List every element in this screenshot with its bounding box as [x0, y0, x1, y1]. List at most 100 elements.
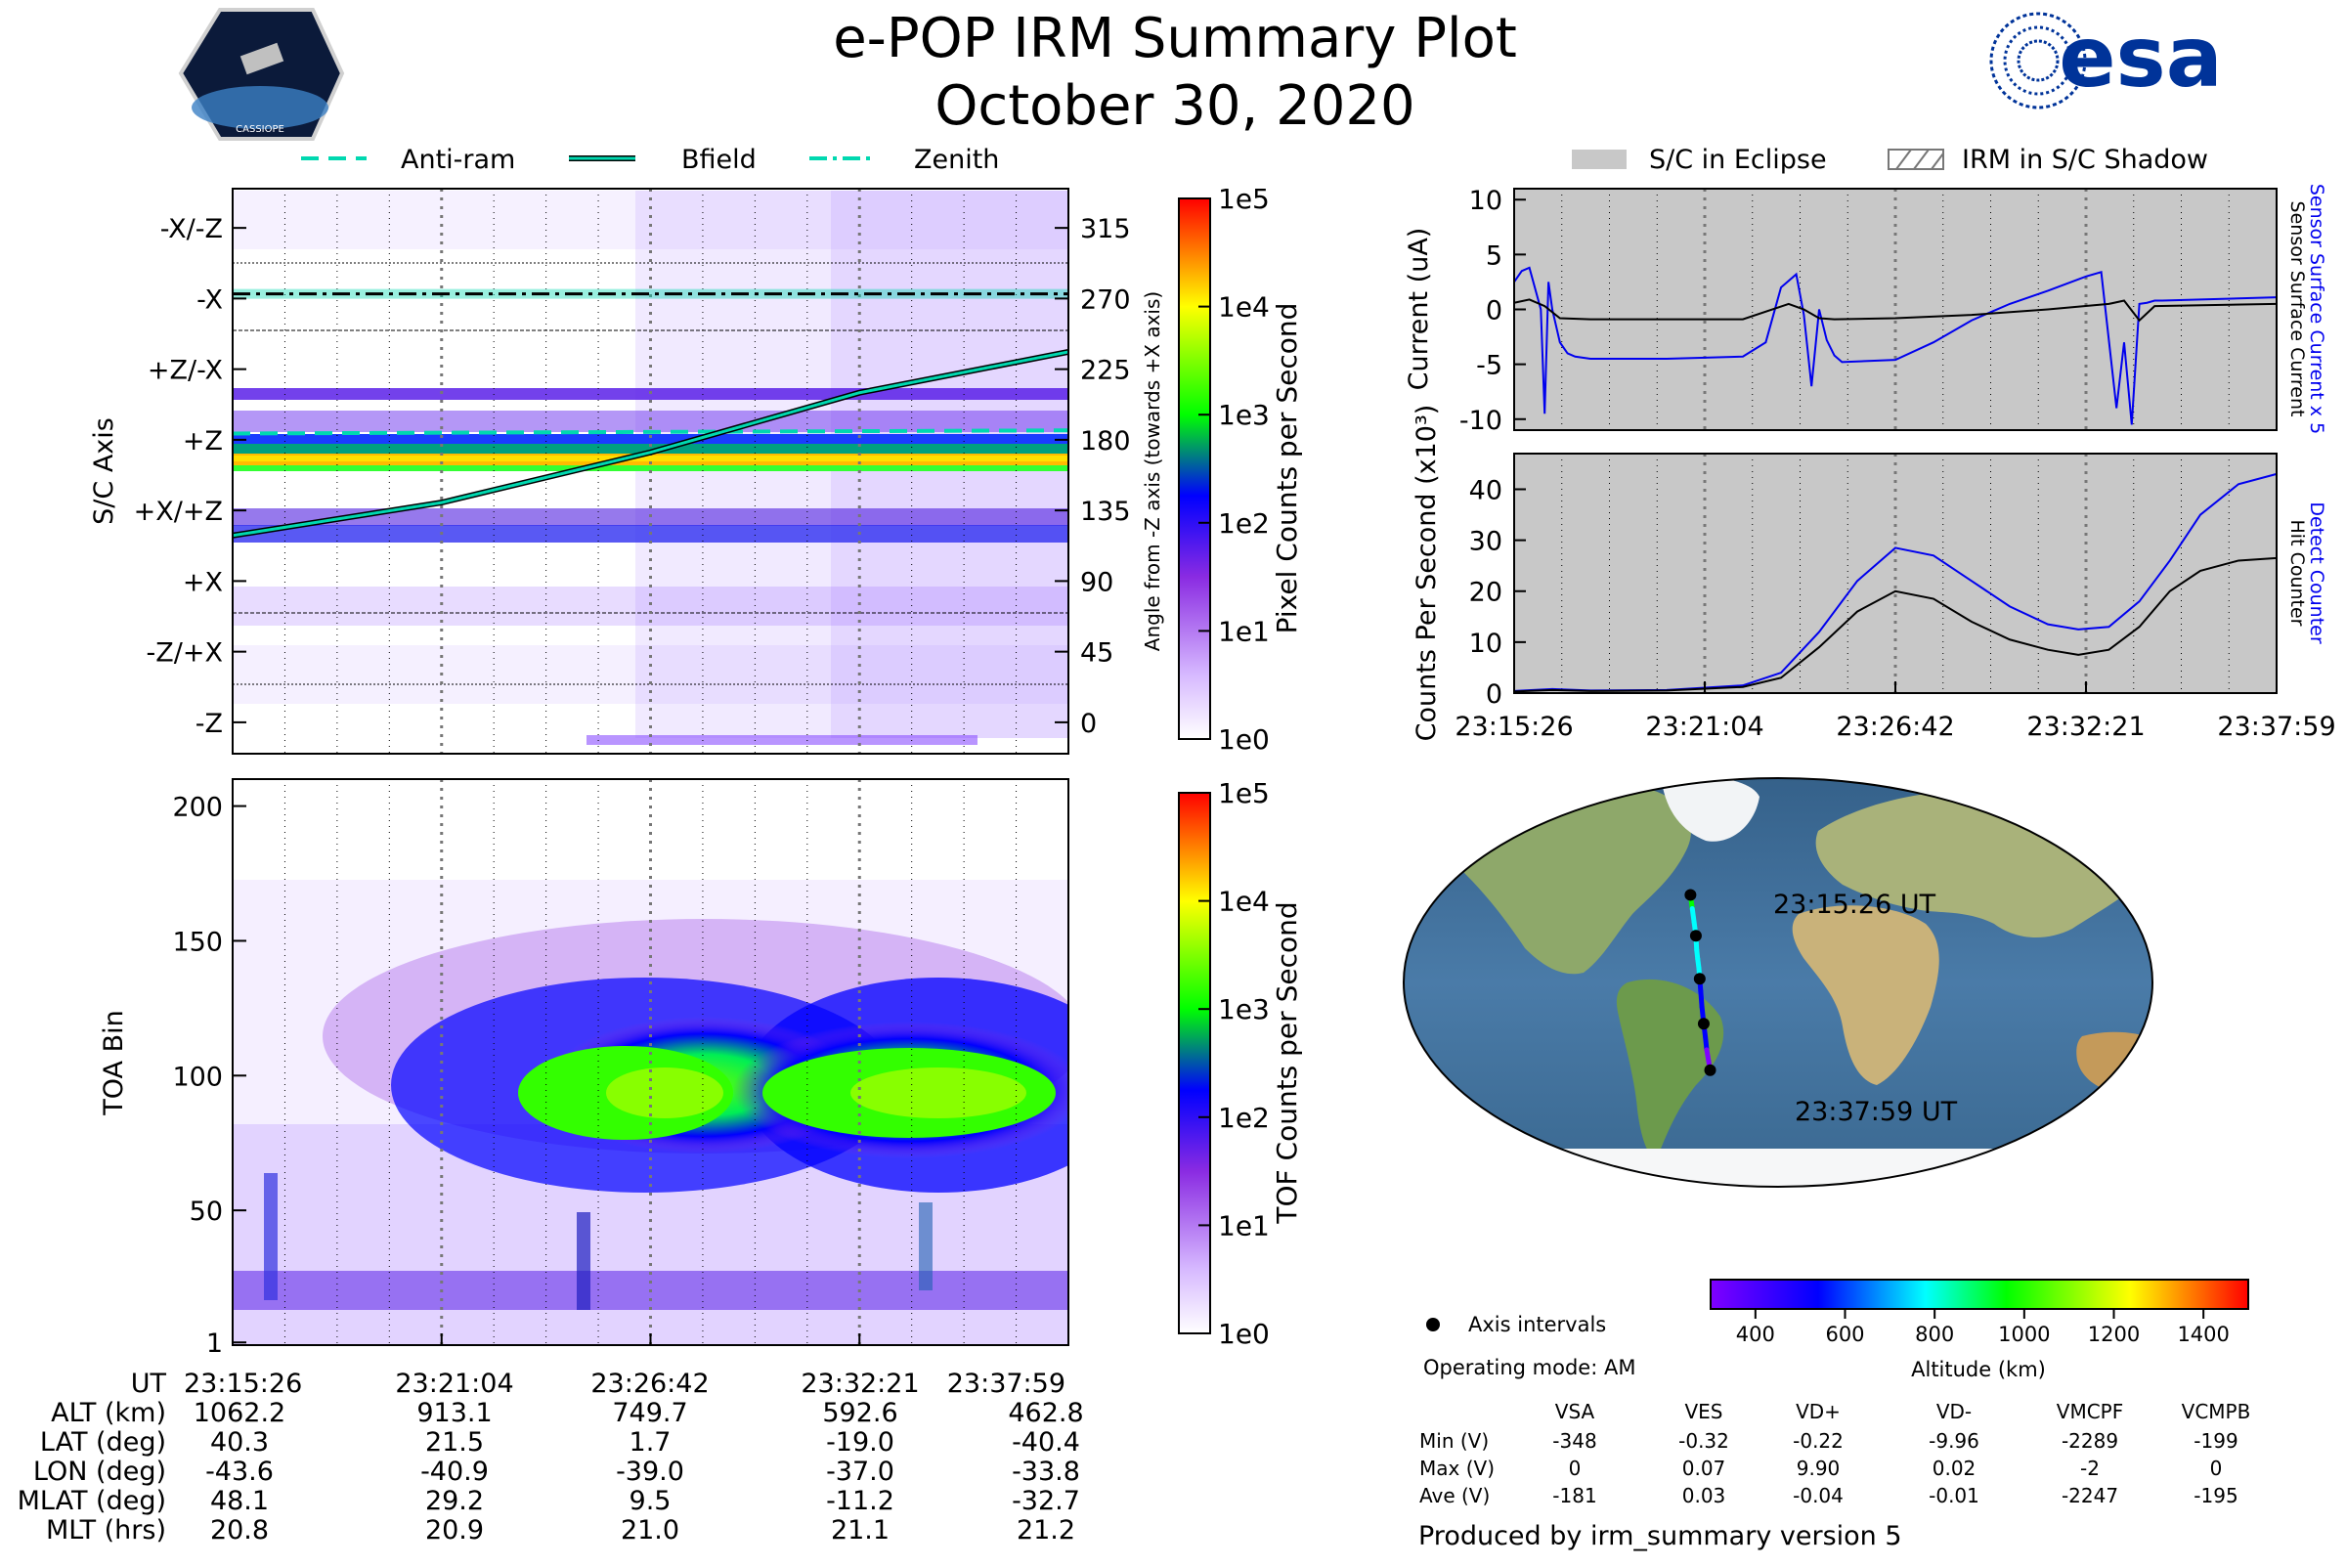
voltage-table-row-label: Max (V): [1419, 1457, 1495, 1480]
y-tick-label: -10: [1459, 406, 1502, 436]
orbit-table-cell: 21.1: [831, 1515, 890, 1546]
track-start-label: 23:15:26 UT: [1773, 890, 1936, 920]
voltage-table-cell: -2289: [2062, 1429, 2118, 1453]
orbit-table-cell: 21.2: [1017, 1515, 1075, 1546]
voltage-table-cell: -0.22: [1793, 1429, 1844, 1453]
y-tick-label: 10: [1469, 629, 1502, 659]
colorbar-tick-label: 1e0: [1218, 1318, 1270, 1350]
axis-spectrogram-angle-tick-label: 315: [1080, 214, 1131, 244]
toa-y-tick-label: 1: [206, 1328, 223, 1359]
voltage-table-header: VES: [1684, 1400, 1722, 1423]
time-tick-label: 23:21:04: [395, 1369, 513, 1399]
axis-spectrogram-y-tick-label: -Z: [196, 709, 223, 739]
voltage-table-cell: -9.96: [1929, 1429, 1979, 1453]
voltage-table-cell: -2247: [2062, 1484, 2118, 1507]
counts-plot-ylabel-right-blue: Detect Counter: [2306, 501, 2327, 644]
orbit-table-cell: -11.2: [826, 1486, 894, 1516]
axis-spectrogram-angle-tick-label: 45: [1080, 638, 1113, 669]
axis-spectrogram-angle-tick-label: 270: [1080, 284, 1131, 315]
colorbar-tick-label: 1e3: [1218, 399, 1270, 431]
toa-spectrogram-ylabel: TOA Bin: [99, 1010, 129, 1115]
y-tick-label: 10: [1469, 186, 1502, 216]
voltage-table-row-label: Ave (V): [1419, 1484, 1490, 1507]
orbit-table-ut-label: UT: [131, 1369, 167, 1399]
counts-plot-ylabel: Counts Per Second (x10³): [1412, 405, 1442, 742]
time-tick-label: 23:37:59: [2217, 712, 2335, 742]
legend-shadow-swatch: [1888, 149, 1944, 170]
axis-interval-point: [1697, 1018, 1710, 1030]
voltage-table-cell: 0: [1569, 1457, 1582, 1480]
orbit-table-cell: 20.9: [425, 1515, 484, 1546]
orbit-table-cell: 21.0: [621, 1515, 679, 1546]
colorbar-tick-label: 1e1: [1218, 1209, 1270, 1241]
time-tick-label: 23:37:59: [947, 1369, 1065, 1399]
page-title: e-POP IRM Summary Plot: [833, 7, 1517, 70]
blue-series-line: [1513, 266, 2278, 425]
altitude-colorbar-label: Altitude (km): [1911, 1358, 2046, 1381]
time-tick-label: 23:21:04: [1645, 712, 1763, 742]
voltage-table-cell: 0.03: [1682, 1484, 1726, 1507]
altitude-colorbar: 400 600 800 1000 1200 1400 Altitude (km): [1710, 1279, 2249, 1381]
axis-spectrogram-angle-tick-label: 0: [1080, 709, 1097, 739]
orbit-table-row-label: LAT (deg): [40, 1427, 166, 1458]
orbit-table-cell: -19.0: [826, 1427, 894, 1458]
orbit-table-cell: 29.2: [425, 1486, 484, 1516]
orbit-table-cell: 1062.2: [194, 1398, 285, 1428]
orbit-table-cell: 48.1: [210, 1486, 269, 1516]
voltage-table-header: VSA: [1555, 1400, 1595, 1423]
page-subtitle-date: October 30, 2020: [934, 74, 1414, 138]
axis-spectrogram-angle-tick-label: 225: [1080, 356, 1131, 386]
y-tick-label: 5: [1486, 240, 1502, 271]
legend-eclipse-swatch: [1572, 150, 1627, 169]
legend-eclipse-label: S/C in Eclipse: [1649, 145, 1827, 175]
colorbar-tick-label: 1e2: [1218, 1102, 1270, 1134]
axis-spectrogram-y-tick-label: -Z/+X: [147, 638, 223, 669]
voltage-table-row-label: Min (V): [1419, 1429, 1489, 1453]
axis-spectrogram-y-tick-label: +Z/-X: [148, 356, 223, 386]
legend-bfield-label: Bfield: [681, 145, 757, 175]
voltage-table-cell: -2: [2080, 1457, 2100, 1480]
y-tick-label: 40: [1469, 475, 1502, 505]
axis-interval-point: [1684, 889, 1697, 901]
legend-top-left: Anti-ram Bfield Zenith: [301, 145, 999, 175]
black-series-line: [1513, 298, 2278, 323]
bfield-line: [233, 350, 1068, 538]
y-tick-label: 20: [1469, 578, 1502, 608]
orbit-table-cell: 913.1: [416, 1398, 492, 1428]
orbit-table-cell: -40.9: [420, 1457, 489, 1487]
orbit-table-cell: -37.0: [826, 1457, 894, 1487]
legend-top-right: S/C in Eclipse IRM in S/C Shadow: [1572, 145, 2208, 175]
tof-counts-colorbar-label: TOF Counts per Second: [1271, 901, 1303, 1224]
colorbar-tick-label: 1e5: [1218, 777, 1270, 809]
time-tick-label: 23:32:21: [801, 1369, 919, 1399]
orbit-table-cell: 20.8: [210, 1515, 269, 1546]
voltage-table-cell: -181: [1552, 1484, 1596, 1507]
voltage-table-cell: -0.32: [1678, 1429, 1729, 1453]
axis-spectrogram-angle-tick-label: 180: [1080, 426, 1131, 457]
axis-spectrogram-y-right: 315 270 225 180 135 90 45 0: [1055, 214, 1131, 739]
operating-mode-label: Operating mode: AM: [1423, 1356, 1635, 1379]
colorbar-tick-label: 1e5: [1218, 183, 1270, 215]
axis-interval-point: [1693, 973, 1706, 985]
time-tick-label: 23:26:42: [590, 1369, 709, 1399]
axis-intervals-marker: [1426, 1318, 1440, 1331]
y-tick-label: -5: [1476, 351, 1502, 381]
toa-y-tick-label: 200: [172, 793, 223, 823]
orbit-table: UT 23:15:26 23:21:04 23:26:42 23:32:21 23:37:…: [18, 1333, 1084, 1546]
orbit-table-cell: 1.7: [630, 1427, 672, 1458]
colorbar-tick-label: 1e1: [1218, 615, 1270, 647]
counts-plot-ylabel-right-black: Hit Counter: [2286, 520, 2308, 627]
time-tick-label: 23:32:21: [2026, 712, 2145, 742]
axis-spectrogram-angle-tick-label: 135: [1080, 497, 1131, 527]
orbit-table-row-label: MLAT (deg): [18, 1486, 166, 1516]
axis-spectrogram-y-tick-label: +Z: [183, 426, 223, 457]
axis-spectrogram-y-tick-label: -X: [196, 284, 223, 315]
toa-y-tick-label: 150: [172, 927, 223, 957]
y-tick-label: 0: [1486, 296, 1502, 327]
orbit-table-cell: 462.8: [1008, 1398, 1083, 1428]
tof-counts-colorbar: 1e0 1e1 1e2 1e3 1e4 1e5 TOF Counts per Second: [1178, 777, 1303, 1350]
voltage-table-header: VMCPF: [2057, 1400, 2123, 1423]
track-end-label: 23:37:59 UT: [1795, 1097, 1958, 1127]
black-series-line: [1513, 556, 2278, 693]
